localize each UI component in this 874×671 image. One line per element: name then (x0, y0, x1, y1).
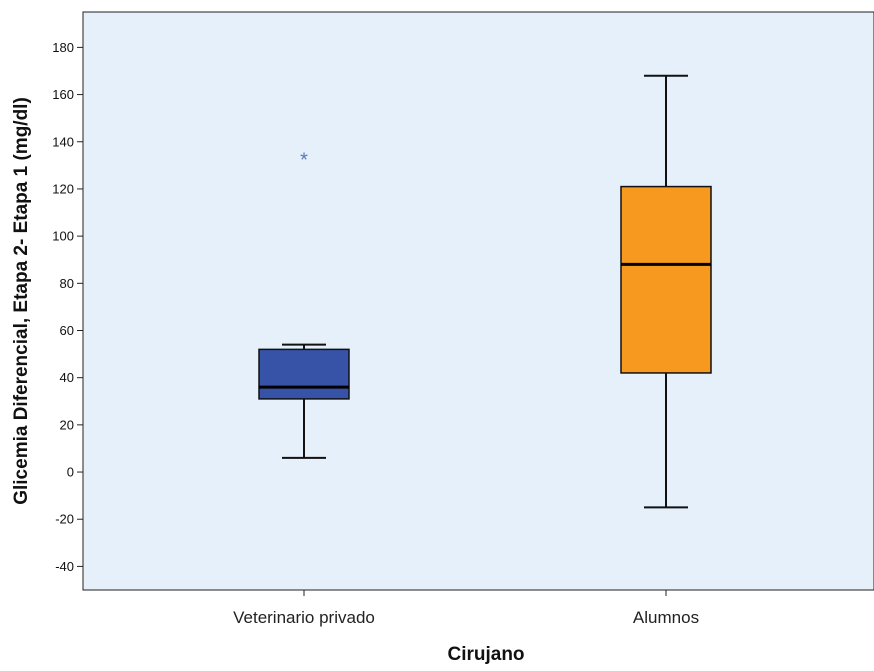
x-axis-title: Cirujano (447, 644, 524, 665)
x-tick-label: Alumnos (633, 608, 699, 627)
y-tick-label: 140 (52, 134, 74, 149)
y-axis: -40 -20 0 20 40 60 80 100 120 140 160 180 (52, 40, 83, 574)
y-tick-label: 120 (52, 181, 74, 196)
x-tick-label: Veterinario privado (233, 608, 375, 627)
y-tick-label: 60 (60, 323, 74, 338)
y-tick-label: 20 (60, 417, 74, 432)
y-tick-label: -40 (55, 559, 74, 574)
y-tick-label: 100 (52, 229, 74, 244)
y-tick-label: 180 (52, 40, 74, 55)
y-tick-label: -20 (55, 512, 74, 527)
outlier-marker: * (300, 149, 308, 171)
y-tick-label: 160 (52, 87, 74, 102)
y-tick-label: 0 (67, 465, 74, 480)
x-axis: Veterinario privado Alumnos (233, 590, 699, 627)
box-series: * (258, 74, 712, 509)
box-iqr (258, 348, 350, 400)
y-tick-label: 80 (60, 276, 74, 291)
y-axis-title: Glicemia Diferencial, Etapa 2- Etapa 1 (… (11, 97, 32, 505)
box-iqr (620, 185, 712, 374)
y-tick-label: 40 (60, 370, 74, 385)
plot-area (82, 11, 874, 591)
